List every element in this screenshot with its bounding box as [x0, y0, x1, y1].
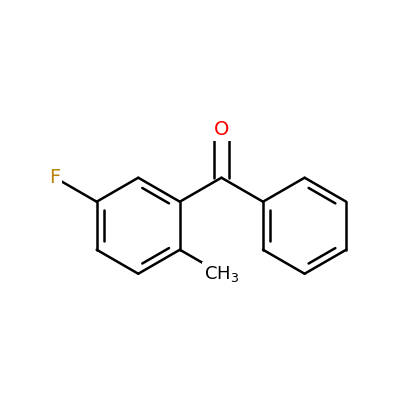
Text: CH$_3$: CH$_3$ — [204, 264, 239, 284]
Text: F: F — [50, 168, 61, 187]
Text: O: O — [214, 120, 229, 139]
